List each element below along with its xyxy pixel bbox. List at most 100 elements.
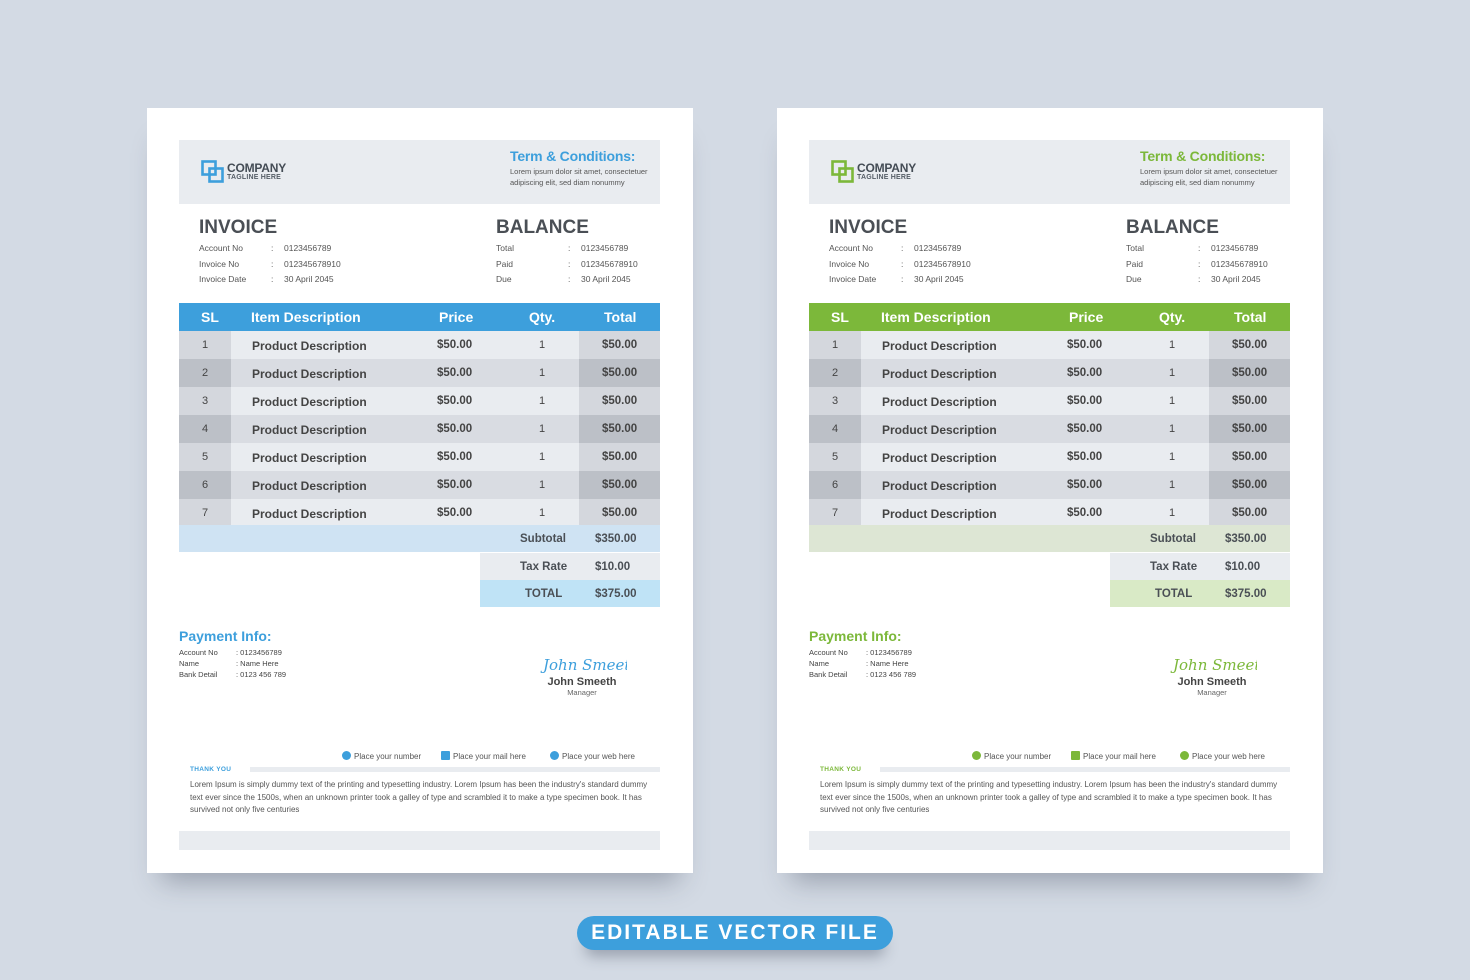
signature-image: John Smeeth [540, 656, 627, 674]
terms-text: Lorem ipsum dolor sit amet, consectetuer… [1140, 167, 1278, 187]
row-cell-bg [231, 415, 579, 443]
row-total: $50.00 [1232, 451, 1268, 463]
meta-colon: : [568, 258, 571, 269]
meta-row: Total:0123456789 [1126, 243, 1268, 259]
thank-you-label: THANK YOU [820, 766, 862, 773]
row-description: Product Description [882, 423, 997, 437]
items-table: SL Item Description Price Qty. Total 1 Pr… [179, 303, 660, 527]
payment-key: Account No [179, 648, 218, 657]
row-cell-bg [231, 443, 579, 471]
meta-key: Due [496, 274, 512, 284]
meta-value: 012345678910 [581, 258, 638, 269]
row-cell-bg [809, 415, 861, 443]
meta-value: 30 April 2045 [284, 274, 334, 284]
row-cell-bg [179, 415, 231, 443]
row-cell-bg [579, 471, 660, 499]
table-body: 1 Product Description $50.00 1 $50.00 2 Produc… [809, 331, 1290, 527]
row-cell-bg [579, 359, 660, 387]
row-description: Product Description [252, 423, 367, 437]
meta-key: Invoice Date [199, 274, 247, 284]
table-row: 5 Product Description $50.00 1 $50.00 [179, 443, 660, 471]
balance-meta: Total:0123456789 Paid:012345678910 Due:30 … [496, 243, 638, 290]
meta-row: Due:30 April 2045 [1126, 274, 1268, 290]
contact-web: Place your web here [1180, 751, 1265, 761]
row-description: Product Description [252, 451, 367, 465]
row-total: $50.00 [1232, 367, 1268, 379]
payment-value: : Name Here [866, 659, 909, 668]
payment-row: Name: Name Here [179, 659, 286, 670]
row-cell-bg [1209, 415, 1290, 443]
contact-phone: Place your number [342, 751, 421, 761]
meta-value: 0123456789 [914, 243, 962, 253]
row-sl: 4 [202, 423, 209, 435]
meta-row: Due:30 April 2045 [496, 274, 638, 290]
table-row: 5 Product Description $50.00 1 $50.00 [809, 443, 1290, 471]
row-cell-bg [809, 499, 861, 527]
meta-key: Account No [199, 243, 243, 253]
row-cell-bg [809, 471, 861, 499]
globe-icon [1180, 751, 1189, 760]
meta-key: Account No [829, 243, 873, 253]
company-name: COMPANY [227, 161, 287, 175]
row-cell-bg [179, 499, 231, 527]
table-row: 4 Product Description $50.00 1 $50.00 [809, 415, 1290, 443]
meta-row: Invoice Date:30 April 2045 [829, 274, 971, 290]
total-label: TOTAL [525, 588, 563, 600]
row-cell-bg [861, 387, 1209, 415]
table-row: 2 Product Description $50.00 1 $50.00 [179, 359, 660, 387]
row-price: $50.00 [1067, 451, 1103, 463]
row-qty: 1 [1169, 451, 1176, 463]
row-total: $50.00 [602, 367, 638, 379]
row-description: Product Description [882, 451, 997, 465]
meta-key: Invoice No [829, 258, 870, 269]
subtotal-row: Subtotal $350.00 [179, 525, 660, 552]
row-description: Product Description [882, 479, 997, 493]
row-sl: 7 [202, 507, 209, 519]
meta-key: Invoice No [199, 258, 240, 269]
invoice-sheet-blue: COMPANY TAGLINE HERE Term & Conditions: … [147, 108, 693, 873]
row-cell-bg [809, 387, 861, 415]
row-sl: 3 [202, 395, 209, 407]
total-row: TOTAL $375.00 [1110, 580, 1290, 607]
row-cell-bg [861, 331, 1209, 359]
row-cell-bg [861, 359, 1209, 387]
row-price: $50.00 [1067, 395, 1103, 407]
meta-value: 012345678910 [1211, 258, 1268, 269]
signer-name: John Smeeth [1177, 676, 1247, 688]
row-sl: 3 [832, 395, 839, 407]
mail-icon [441, 751, 450, 760]
row-sl: 2 [202, 367, 209, 379]
balance-meta: Total:0123456789 Paid:012345678910 Due:30 … [1126, 243, 1268, 290]
tax-label: Tax Rate [520, 561, 568, 573]
row-qty: 1 [1169, 507, 1176, 519]
meta-value: 012345678910 [914, 258, 971, 269]
row-total: $50.00 [602, 507, 638, 519]
meta-value: 012345678910 [284, 258, 341, 269]
meta-colon: : [568, 274, 571, 284]
row-total: $50.00 [602, 395, 638, 407]
tax-row: Tax Rate $10.00 [480, 553, 660, 580]
meta-row: Paid:012345678910 [1126, 259, 1268, 275]
row-price: $50.00 [437, 507, 473, 519]
total-row: TOTAL $375.00 [480, 580, 660, 607]
payment-row: Bank Detail: 0123 456 789 [179, 670, 286, 681]
subtotal-label: Subtotal [1150, 533, 1196, 545]
payment-title: Payment Info: [809, 628, 902, 644]
row-qty: 1 [539, 395, 546, 407]
meta-colon: : [1198, 258, 1201, 269]
payment-key: Name [809, 659, 830, 668]
meta-value: 30 April 2045 [914, 274, 964, 284]
col-price: Price [439, 309, 474, 325]
row-sl: 1 [832, 339, 839, 351]
row-cell-bg [231, 387, 579, 415]
row-description: Product Description [252, 395, 367, 409]
col-description: Item Description [881, 309, 991, 325]
row-qty: 1 [1169, 395, 1176, 407]
row-price: $50.00 [437, 451, 473, 463]
meta-key: Paid [1126, 258, 1144, 269]
row-price: $50.00 [437, 479, 473, 491]
table-row: 7 Product Description $50.00 1 $50.00 [179, 499, 660, 527]
globe-icon [550, 751, 559, 760]
row-cell-bg [579, 387, 660, 415]
meta-row: Invoice Date:30 April 2045 [199, 274, 341, 290]
